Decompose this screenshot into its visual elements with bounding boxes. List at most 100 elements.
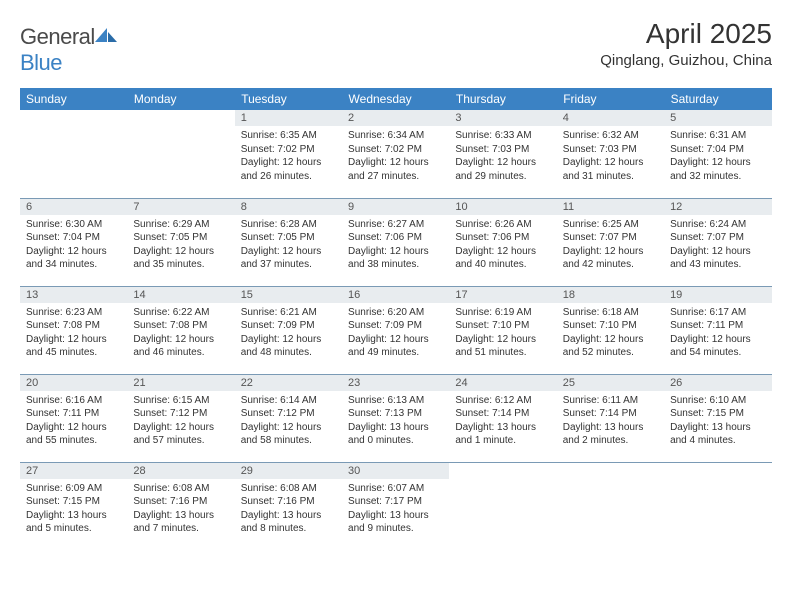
day-number: 25 <box>557 375 664 391</box>
day-line: and 27 minutes. <box>348 170 443 184</box>
calendar-cell <box>20 110 127 198</box>
day-line: Sunrise: 6:07 AM <box>348 482 443 496</box>
day-details: Sunrise: 6:10 AMSunset: 7:15 PMDaylight:… <box>664 391 771 450</box>
day-line: Daylight: 13 hours <box>348 421 443 435</box>
day-header: Friday <box>557 88 664 110</box>
day-details: Sunrise: 6:25 AMSunset: 7:07 PMDaylight:… <box>557 215 664 274</box>
day-number: 1 <box>235 110 342 126</box>
day-line: Sunrise: 6:22 AM <box>133 306 228 320</box>
day-line: Daylight: 12 hours <box>563 156 658 170</box>
day-line: and 31 minutes. <box>563 170 658 184</box>
day-line: and 34 minutes. <box>26 258 121 272</box>
day-details: Sunrise: 6:11 AMSunset: 7:14 PMDaylight:… <box>557 391 664 450</box>
day-line: Daylight: 12 hours <box>26 421 121 435</box>
calendar-cell: 26Sunrise: 6:10 AMSunset: 7:15 PMDayligh… <box>664 374 771 462</box>
day-header: Thursday <box>449 88 556 110</box>
day-line: Sunset: 7:16 PM <box>133 495 228 509</box>
day-line: Sunset: 7:17 PM <box>348 495 443 509</box>
day-line: and 9 minutes. <box>348 522 443 536</box>
day-number: 23 <box>342 375 449 391</box>
day-line: Sunrise: 6:34 AM <box>348 129 443 143</box>
day-line: Daylight: 13 hours <box>455 421 550 435</box>
day-line: and 4 minutes. <box>670 434 765 448</box>
day-details: Sunrise: 6:35 AMSunset: 7:02 PMDaylight:… <box>235 126 342 185</box>
day-line: Sunset: 7:05 PM <box>241 231 336 245</box>
day-line: Sunset: 7:09 PM <box>241 319 336 333</box>
calendar-week: 1Sunrise: 6:35 AMSunset: 7:02 PMDaylight… <box>20 110 772 198</box>
day-line: Daylight: 12 hours <box>133 333 228 347</box>
day-line: Sunset: 7:12 PM <box>133 407 228 421</box>
day-line: Sunset: 7:15 PM <box>26 495 121 509</box>
calendar-cell: 22Sunrise: 6:14 AMSunset: 7:12 PMDayligh… <box>235 374 342 462</box>
day-line: Daylight: 12 hours <box>241 333 336 347</box>
day-line: Daylight: 12 hours <box>670 333 765 347</box>
day-line: Sunrise: 6:18 AM <box>563 306 658 320</box>
day-line: Sunrise: 6:32 AM <box>563 129 658 143</box>
day-line: and 48 minutes. <box>241 346 336 360</box>
brand-part1: General <box>20 24 95 49</box>
day-details: Sunrise: 6:19 AMSunset: 7:10 PMDaylight:… <box>449 303 556 362</box>
day-line: Sunset: 7:14 PM <box>455 407 550 421</box>
day-details: Sunrise: 6:20 AMSunset: 7:09 PMDaylight:… <box>342 303 449 362</box>
day-line: Sunrise: 6:33 AM <box>455 129 550 143</box>
day-line: Sunset: 7:03 PM <box>563 143 658 157</box>
day-number-empty <box>664 463 771 479</box>
day-line: Sunset: 7:13 PM <box>348 407 443 421</box>
day-number-empty <box>127 110 234 126</box>
day-line: Sunrise: 6:26 AM <box>455 218 550 232</box>
day-details: Sunrise: 6:22 AMSunset: 7:08 PMDaylight:… <box>127 303 234 362</box>
calendar-cell: 15Sunrise: 6:21 AMSunset: 7:09 PMDayligh… <box>235 286 342 374</box>
day-number: 9 <box>342 199 449 215</box>
calendar-cell <box>664 462 771 550</box>
calendar-cell: 20Sunrise: 6:16 AMSunset: 7:11 PMDayligh… <box>20 374 127 462</box>
day-line: Sunset: 7:08 PM <box>26 319 121 333</box>
day-details: Sunrise: 6:15 AMSunset: 7:12 PMDaylight:… <box>127 391 234 450</box>
day-line: Sunset: 7:11 PM <box>670 319 765 333</box>
calendar-week: 6Sunrise: 6:30 AMSunset: 7:04 PMDaylight… <box>20 198 772 286</box>
day-header: Tuesday <box>235 88 342 110</box>
calendar-cell: 18Sunrise: 6:18 AMSunset: 7:10 PMDayligh… <box>557 286 664 374</box>
day-line: Sunset: 7:05 PM <box>133 231 228 245</box>
calendar-cell: 28Sunrise: 6:08 AMSunset: 7:16 PMDayligh… <box>127 462 234 550</box>
day-line: Sunset: 7:12 PM <box>241 407 336 421</box>
day-line: Sunset: 7:04 PM <box>26 231 121 245</box>
day-line: Sunset: 7:15 PM <box>670 407 765 421</box>
day-details: Sunrise: 6:17 AMSunset: 7:11 PMDaylight:… <box>664 303 771 362</box>
day-line: Daylight: 12 hours <box>563 333 658 347</box>
day-line: and 29 minutes. <box>455 170 550 184</box>
day-number: 6 <box>20 199 127 215</box>
day-line: Sunrise: 6:15 AM <box>133 394 228 408</box>
day-line: Daylight: 12 hours <box>455 333 550 347</box>
day-number: 29 <box>235 463 342 479</box>
day-details: Sunrise: 6:33 AMSunset: 7:03 PMDaylight:… <box>449 126 556 185</box>
day-line: Daylight: 12 hours <box>133 421 228 435</box>
day-line: Daylight: 13 hours <box>241 509 336 523</box>
day-line: Sunset: 7:02 PM <box>348 143 443 157</box>
calendar-cell: 11Sunrise: 6:25 AMSunset: 7:07 PMDayligh… <box>557 198 664 286</box>
calendar-week: 27Sunrise: 6:09 AMSunset: 7:15 PMDayligh… <box>20 462 772 550</box>
brand-logo: GeneralBlue <box>20 24 117 76</box>
day-line: Daylight: 13 hours <box>563 421 658 435</box>
day-number: 14 <box>127 287 234 303</box>
day-line: Sunrise: 6:28 AM <box>241 218 336 232</box>
day-line: Sunrise: 6:17 AM <box>670 306 765 320</box>
day-details: Sunrise: 6:08 AMSunset: 7:16 PMDaylight:… <box>235 479 342 538</box>
calendar-cell: 10Sunrise: 6:26 AMSunset: 7:06 PMDayligh… <box>449 198 556 286</box>
day-line: Sunset: 7:07 PM <box>670 231 765 245</box>
day-line: Sunrise: 6:14 AM <box>241 394 336 408</box>
day-line: and 55 minutes. <box>26 434 121 448</box>
day-line: Daylight: 12 hours <box>241 421 336 435</box>
day-number: 26 <box>664 375 771 391</box>
calendar-cell: 30Sunrise: 6:07 AMSunset: 7:17 PMDayligh… <box>342 462 449 550</box>
day-line: Sunset: 7:10 PM <box>563 319 658 333</box>
day-number: 13 <box>20 287 127 303</box>
day-line: and 57 minutes. <box>133 434 228 448</box>
day-line: Daylight: 12 hours <box>241 245 336 259</box>
day-line: and 1 minute. <box>455 434 550 448</box>
day-number: 15 <box>235 287 342 303</box>
day-line: and 38 minutes. <box>348 258 443 272</box>
day-line: and 42 minutes. <box>563 258 658 272</box>
day-details: Sunrise: 6:34 AMSunset: 7:02 PMDaylight:… <box>342 126 449 185</box>
day-line: and 46 minutes. <box>133 346 228 360</box>
day-line: and 8 minutes. <box>241 522 336 536</box>
